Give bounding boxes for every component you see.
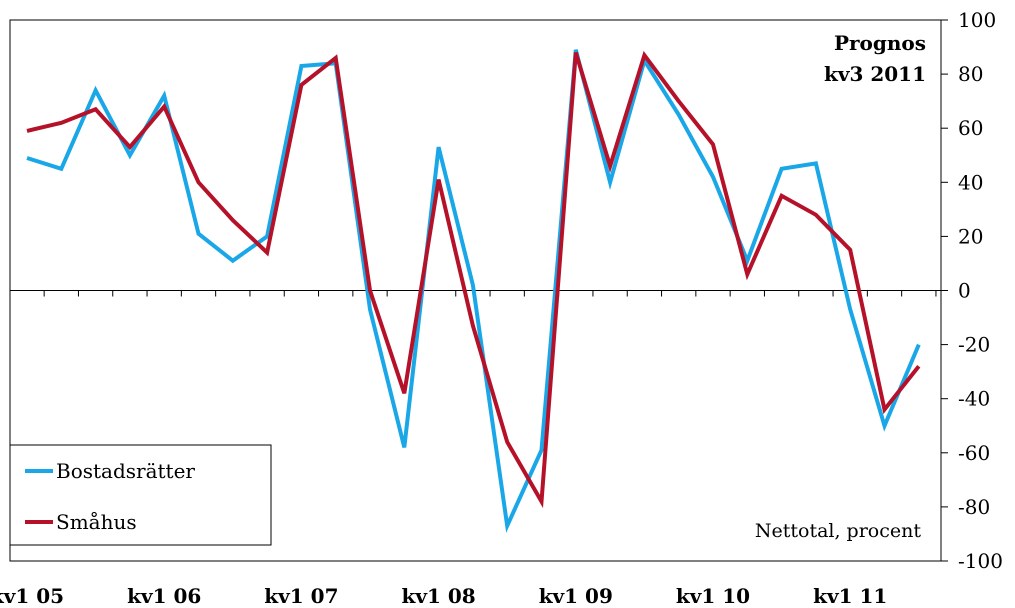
y-tick-label: 100 [958, 8, 996, 32]
annotation-line-1: Prognos [834, 31, 926, 55]
series-line-smahus [26, 50, 921, 509]
y-tick-label: -20 [958, 333, 990, 357]
y-tick-label: -100 [958, 549, 1003, 573]
y-tick-label: 40 [958, 170, 983, 194]
y-tick-label: -60 [958, 441, 990, 465]
series-layer [26, 49, 921, 533]
axes: 100 80 60 40 20 0 -20 -40 -60 -80 -100 kv1 05 kv1 06… [0, 8, 1003, 608]
y-tick-label: 20 [958, 224, 983, 248]
legend: Bostadsrätter Småhus [9, 444, 272, 546]
y-tick-label: 80 [958, 62, 983, 86]
y-tick-label: -40 [958, 387, 990, 411]
x-tick-label: kv1 10 [676, 584, 750, 608]
x-tick-label: kv1 05 [0, 584, 64, 608]
y-tick-label: 60 [958, 116, 983, 140]
x-tick-label: kv1 08 [401, 584, 475, 608]
series-line-bostadsratter [26, 49, 921, 533]
legend-box [9, 444, 272, 546]
y-tick-label: -80 [958, 495, 990, 519]
x-tick-label: kv1 09 [539, 584, 613, 608]
unit-note: Nettotal, procent [755, 520, 922, 542]
y-tick-label: 0 [958, 279, 971, 303]
x-tick-label: kv1 11 [813, 584, 887, 608]
x-tick-label: kv1 06 [127, 584, 201, 608]
annotation-line-2: kv3 2011 [824, 62, 926, 86]
x-tick-label: kv1 07 [264, 584, 338, 608]
legend-label-bostadsratter: Bostadsrätter [56, 459, 195, 483]
legend-label-smahus: Småhus [56, 510, 137, 534]
